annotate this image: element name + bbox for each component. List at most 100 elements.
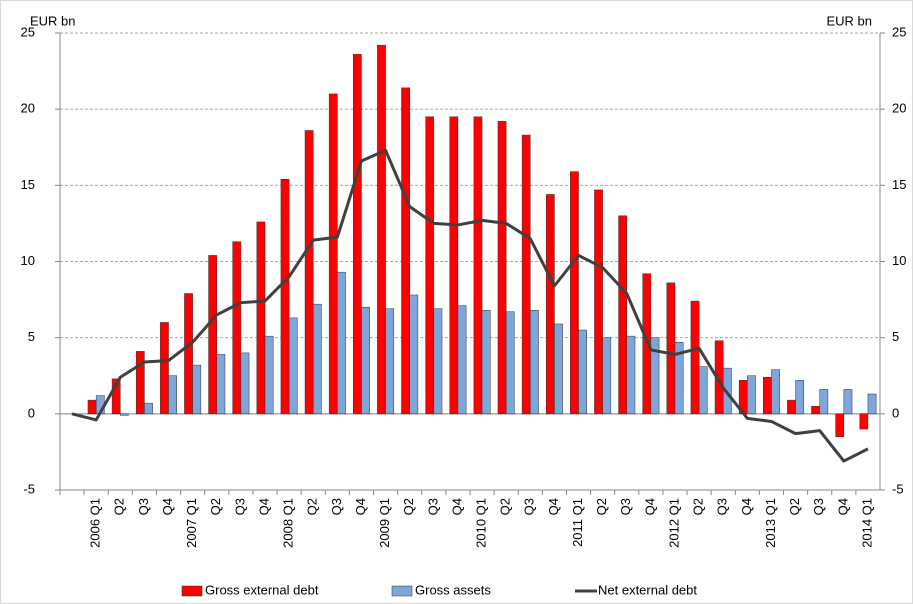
bar (602, 337, 612, 415)
x-tick-label: Q4 (642, 498, 657, 515)
y-tick-label: 20 (21, 101, 35, 116)
y2-tick-label: -5 (892, 481, 904, 496)
bar (135, 351, 145, 415)
bar (674, 341, 684, 415)
bar (256, 221, 266, 415)
x-tick-label: Q2 (594, 498, 609, 515)
x-tick-label: Q4 (739, 498, 754, 515)
x-tick-label: Q3 (329, 498, 344, 515)
x-tick-label: Q4 (449, 498, 464, 515)
x-tick-label: 2007 Q1 (184, 498, 199, 548)
x-tick-label: 2006 Q1 (88, 498, 103, 548)
bar (312, 303, 322, 415)
bar (570, 171, 579, 415)
x-tick-label: 2014 Q1 (859, 498, 874, 548)
bar (353, 54, 362, 415)
bar (337, 271, 346, 415)
legend-label: Net external debt (598, 582, 697, 597)
bar (160, 322, 169, 415)
x-tick-label: Q2 (498, 498, 513, 515)
bar (578, 329, 587, 415)
bar (328, 93, 338, 415)
x-tick-label: 2008 Q1 (281, 498, 296, 548)
x-tick-label: Q3 (425, 498, 440, 515)
bar (264, 335, 274, 415)
x-tick-label: Q2 (208, 498, 223, 515)
bar (216, 354, 226, 415)
bar (835, 413, 845, 437)
y-tick-label: 25 (21, 24, 35, 39)
x-tick-label: Q3 (232, 498, 247, 515)
bar (747, 375, 756, 415)
bar (521, 134, 531, 415)
x-tick-label: Q2 (787, 498, 802, 515)
bar (120, 413, 129, 416)
bar (87, 399, 97, 415)
y-tick-label: 10 (21, 253, 35, 268)
bar (481, 309, 491, 415)
bar (530, 309, 539, 415)
bar (763, 377, 772, 415)
x-tick-label: Q4 (160, 498, 175, 515)
bar (650, 337, 660, 415)
bar (377, 44, 386, 415)
bar (111, 378, 121, 415)
x-tick-label: Q3 (715, 498, 730, 515)
x-tick-label: Q2 (401, 498, 416, 515)
bar (554, 323, 563, 415)
bar (505, 311, 515, 415)
y2-tick-label: 25 (892, 24, 906, 39)
bar (819, 389, 829, 415)
bar (666, 282, 676, 415)
x-tick-label: Q2 (691, 498, 706, 515)
x-tick-label: 2010 Q1 (473, 498, 488, 548)
x-tick-label: 2012 Q1 (666, 498, 681, 548)
x-tick-label: Q3 (522, 498, 537, 515)
legend-swatch (181, 585, 203, 597)
bar (690, 300, 700, 415)
bar (433, 308, 443, 415)
bar (361, 306, 370, 415)
x-tick-label: 2011 Q1 (570, 498, 585, 547)
bar (618, 215, 628, 415)
bar (698, 366, 708, 415)
bar (304, 130, 314, 415)
x-tick-label: Q4 (546, 498, 561, 515)
line (71, 148, 869, 463)
bar (409, 294, 419, 415)
y-tick-label: -5 (23, 481, 35, 496)
y2-tick-label: 20 (892, 101, 906, 116)
x-tick-label: Q3 (136, 498, 151, 515)
bar (787, 399, 796, 415)
bar (594, 189, 603, 415)
bar (401, 87, 410, 415)
bar (545, 194, 555, 415)
x-tick-label: Q3 (811, 498, 826, 515)
legend-label: Gross external debt (205, 582, 319, 597)
bar (240, 352, 250, 415)
x-tick-label: Q4 (256, 498, 271, 515)
y-tick-label: 15 (21, 177, 35, 192)
bar (184, 293, 193, 415)
y2-tick-label: 10 (892, 253, 906, 268)
legend-label: Gross assets (415, 582, 491, 597)
y2-tick-label: 15 (892, 177, 906, 192)
bar (425, 116, 435, 415)
bar (843, 389, 853, 415)
bar (859, 413, 869, 430)
bar (473, 116, 483, 415)
bar (385, 308, 395, 415)
bar (811, 405, 820, 415)
x-tick-label: Q4 (835, 498, 850, 515)
bar (168, 375, 177, 415)
bar (449, 116, 459, 415)
bar (497, 121, 507, 415)
bar (144, 402, 153, 415)
y-tick-label: 5 (28, 329, 35, 344)
x-tick-label: Q3 (618, 498, 633, 515)
bar (771, 369, 780, 415)
bar (457, 305, 467, 415)
x-tick-label: Q2 (112, 498, 127, 515)
